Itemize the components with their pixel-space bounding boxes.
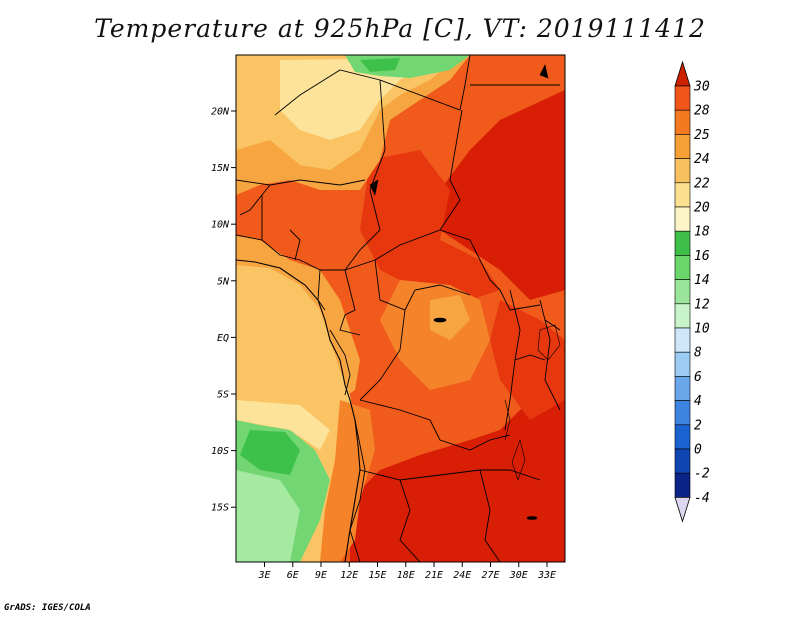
lat-tick-label: 15N <box>211 163 230 174</box>
hot-region-central <box>360 150 500 300</box>
colorbar-label: 30 <box>693 80 710 95</box>
hot-region-northeast <box>440 90 565 300</box>
southwest-yellow-fringe <box>236 400 330 450</box>
country-boundaries <box>236 55 561 562</box>
lon-tick-label: 12E <box>340 570 358 581</box>
colorbar-segment <box>674 376 691 401</box>
lon-tick-label: 9E <box>315 570 327 581</box>
southwest-warm-band <box>320 400 375 562</box>
coastline <box>236 259 361 562</box>
lat-tick-label: 20N <box>211 107 230 118</box>
colorbar-segment <box>674 109 691 135</box>
colorbar-label: 6 <box>694 370 702 385</box>
map-frame <box>235 54 566 563</box>
colorbar-segment <box>674 255 691 280</box>
map-panel <box>236 55 565 562</box>
colorbar-segment <box>674 303 691 329</box>
lon-tick-label: 15E <box>368 570 386 581</box>
cool-region-north <box>280 58 440 140</box>
lat-tick-label: 5S <box>217 390 229 401</box>
colorbar-label: -4 <box>694 491 710 506</box>
southwest-pale-region <box>236 470 300 562</box>
colorbar-bottom-arrow <box>674 497 691 523</box>
lat-tick-label: EQ <box>217 333 229 344</box>
colorbar-segment <box>674 230 691 256</box>
lon-tick-label: 33E <box>537 570 556 581</box>
hot-region-south <box>350 380 565 562</box>
lat-tick-label: 10N <box>211 220 230 231</box>
colorbar-label: 10 <box>694 322 710 337</box>
colorbar-label: 4 <box>694 394 702 409</box>
lakes <box>369 64 561 520</box>
colorbar-segment <box>674 182 691 208</box>
colorbar-segment <box>674 400 691 426</box>
colorbar-label: 24 <box>694 152 710 167</box>
colorbar-label: 20 <box>694 201 710 216</box>
colorbar-segment <box>674 351 691 377</box>
longitude-axis: 3E 6E 9E 12E 15E 18E 21E 24E 27E 30E 33E <box>257 562 556 581</box>
lat-tick-label: 10S <box>211 446 229 457</box>
colorbar-segment <box>674 472 691 498</box>
colorbar-top-arrow <box>674 60 691 87</box>
colorbar-label: 22 <box>694 176 710 191</box>
colorbar-label: 28 <box>694 104 710 119</box>
colorbar-label: 8 <box>694 346 702 361</box>
colorbar-segment <box>674 158 691 184</box>
lon-tick-label: 6E <box>287 570 299 581</box>
colorbar-label: 2 <box>694 418 702 433</box>
lon-tick-label: 3E <box>257 570 270 581</box>
map-title: Temperature at 925hPa [C], VT: 201911141… <box>94 14 706 43</box>
lon-tick-label: 30E <box>509 570 528 581</box>
colorbar-label: 18 <box>694 225 710 240</box>
lon-tick-label: 21E <box>425 570 443 581</box>
southwest-green-core <box>240 430 300 475</box>
colorbar-segment <box>674 85 691 111</box>
colorbar-segment <box>674 134 691 159</box>
colorbar-segment <box>674 424 691 450</box>
colorbar-segment <box>674 279 691 305</box>
green-patch-north <box>360 58 400 72</box>
colorbar-label: 25 <box>694 128 710 143</box>
grads-credit: GrADS: IGES/COLA <box>4 603 91 613</box>
colorbar-label: 16 <box>694 249 710 264</box>
lon-tick-label: 24E <box>453 570 471 581</box>
colorbar-label: 14 <box>694 273 710 288</box>
colorbar-label: -2 <box>694 467 710 482</box>
lon-tick-label: 27E <box>481 570 499 581</box>
colorbar-segment <box>674 448 691 474</box>
colorbar-label: 12 <box>694 297 710 312</box>
hot-region-east <box>490 300 565 420</box>
lon-tick-label: 18E <box>397 570 415 581</box>
central-plateau-core <box>430 295 470 340</box>
colorbar-label: 0 <box>694 443 702 458</box>
latitude-axis: 20N 15N 10N 5N EQ 5S 10S 15S <box>211 107 236 514</box>
colorbar-segment <box>674 206 691 232</box>
colorbar-segment <box>674 327 691 353</box>
lat-tick-label: 15S <box>211 503 229 514</box>
lat-tick-label: 5N <box>217 276 230 287</box>
